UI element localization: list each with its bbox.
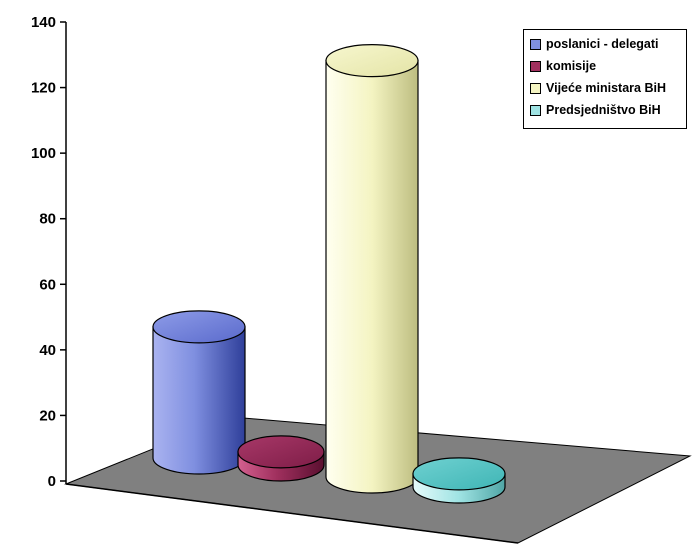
legend-swatch [530, 82, 541, 94]
y-tick-label: 140 [31, 14, 56, 31]
y-tick-label: 0 [48, 473, 56, 490]
y-tick-label: 60 [39, 276, 56, 293]
bar-top [412, 457, 506, 491]
bar-top [152, 310, 246, 344]
bar-top [325, 44, 419, 78]
bar-4 [412, 457, 506, 504]
y-tick-label: 100 [31, 145, 56, 162]
legend-label: komisije [546, 59, 597, 73]
legend-swatch [530, 38, 541, 50]
bar-2 [237, 435, 325, 482]
legend-item: poslanici - delegati [530, 33, 686, 55]
legend: poslanici - delegati komisije Vijeće minis… [523, 29, 687, 129]
bar-body [325, 60, 419, 494]
bar-body [152, 326, 246, 475]
legend-item: Predsjedništvo BiH [530, 99, 686, 121]
bar-1 [152, 310, 246, 475]
bar-3 [325, 44, 419, 494]
y-tick-label: 20 [39, 407, 56, 424]
floor-front-edge [65, 483, 519, 544]
legend-swatch [530, 104, 541, 116]
legend-label: poslanici - delegati [546, 37, 659, 51]
bar-top [237, 435, 325, 469]
legend-item: Vijeće ministara BiH [530, 77, 686, 99]
y-tick-label: 40 [39, 342, 56, 359]
y-tick-label: 80 [39, 211, 56, 228]
legend-item: komisije [530, 55, 686, 77]
y-axis: 0 20 40 60 80 100 120 140 [31, 14, 66, 490]
legend-label: Vijeće ministara BiH [546, 81, 666, 95]
legend-swatch [530, 60, 541, 72]
legend-label: Predsjedništvo BiH [546, 103, 661, 117]
bars [152, 44, 506, 504]
y-tick-label: 120 [31, 80, 56, 97]
